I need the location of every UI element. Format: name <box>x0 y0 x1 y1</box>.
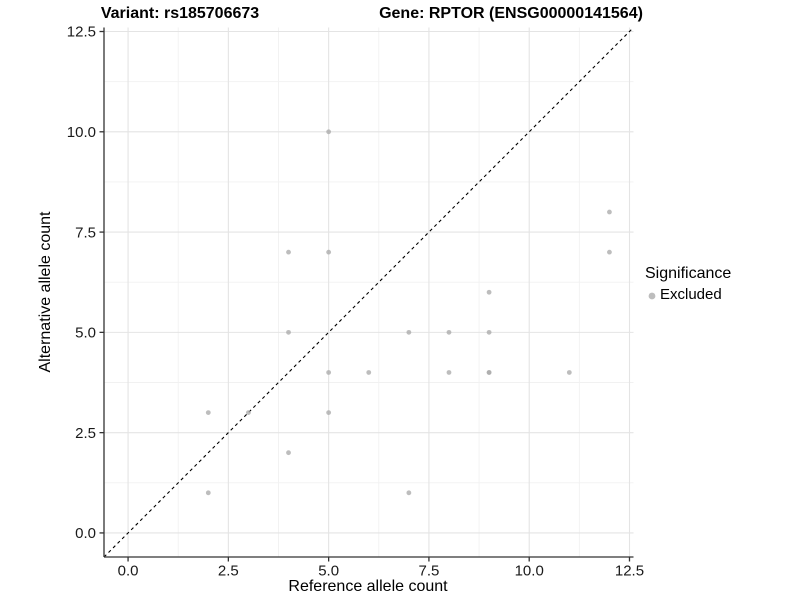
data-point <box>406 490 412 496</box>
legend-entry-excluded: Excluded <box>645 286 731 303</box>
x-axis-label: Reference allele count <box>288 578 448 595</box>
identity-line <box>103 27 634 558</box>
data-point <box>486 370 492 375</box>
data-point <box>486 289 492 295</box>
data-point <box>205 410 211 415</box>
x-tick-label: 2.5 <box>218 563 239 580</box>
legend-point-icon <box>648 292 656 299</box>
y-tick-label: 0.0 <box>75 525 96 542</box>
y-tick-label: 5.0 <box>75 325 96 342</box>
legend-entry-label: Excluded <box>660 286 722 303</box>
y-tick-label: 10.0 <box>67 124 96 141</box>
x-tick-label: 7.5 <box>418 563 439 580</box>
points-layer <box>205 129 612 496</box>
legend: Significance Excluded <box>645 265 731 303</box>
y-tick-label: 2.5 <box>75 425 96 442</box>
x-tick-label: 5.0 <box>318 563 339 580</box>
data-point <box>246 410 251 415</box>
legend-title: Significance <box>645 265 732 282</box>
data-point <box>446 370 452 375</box>
data-point <box>286 249 291 255</box>
x-tick-label: 10.0 <box>515 563 544 580</box>
y-tick-label: 7.5 <box>75 224 96 241</box>
axis-ticks <box>99 30 631 562</box>
data-point <box>406 329 412 335</box>
data-point <box>607 249 612 255</box>
grid-minor <box>104 27 634 557</box>
data-point <box>607 209 612 215</box>
y-tick-label: 12.5 <box>67 24 96 41</box>
y-axis-label: Alternative allele count <box>37 211 54 373</box>
data-point <box>566 370 572 375</box>
data-point <box>366 370 372 375</box>
axis-lines <box>103 27 634 558</box>
data-point <box>286 329 291 335</box>
x-tick-label: 12.5 <box>615 563 644 580</box>
tick-labels: 0.0 0.0 2.5 2.5 5.0 5.0 7.5 7.5 10.0 10.0 12.5 12.5 <box>67 24 644 580</box>
data-point <box>486 329 492 335</box>
variant-title: Variant: rs185706673 <box>100 5 260 22</box>
x-tick-label: 0.0 <box>118 563 139 580</box>
data-point <box>286 450 291 456</box>
data-point <box>326 129 332 135</box>
data-point <box>326 370 332 375</box>
data-point <box>326 410 332 415</box>
data-point <box>205 490 211 496</box>
gene-title: Gene: RPTOR (ENSG00000141564) <box>379 5 643 22</box>
data-point <box>326 249 332 255</box>
data-point <box>446 329 452 335</box>
grid-major <box>104 27 634 557</box>
identity-dashed-line <box>103 27 634 558</box>
